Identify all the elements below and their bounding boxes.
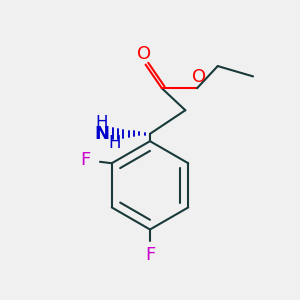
Text: F: F	[145, 246, 155, 264]
Text: H: H	[108, 134, 121, 152]
Text: N: N	[94, 125, 110, 143]
Text: O: O	[137, 45, 151, 63]
Text: F: F	[81, 151, 91, 169]
Text: H: H	[96, 114, 108, 132]
Text: O: O	[192, 68, 206, 86]
